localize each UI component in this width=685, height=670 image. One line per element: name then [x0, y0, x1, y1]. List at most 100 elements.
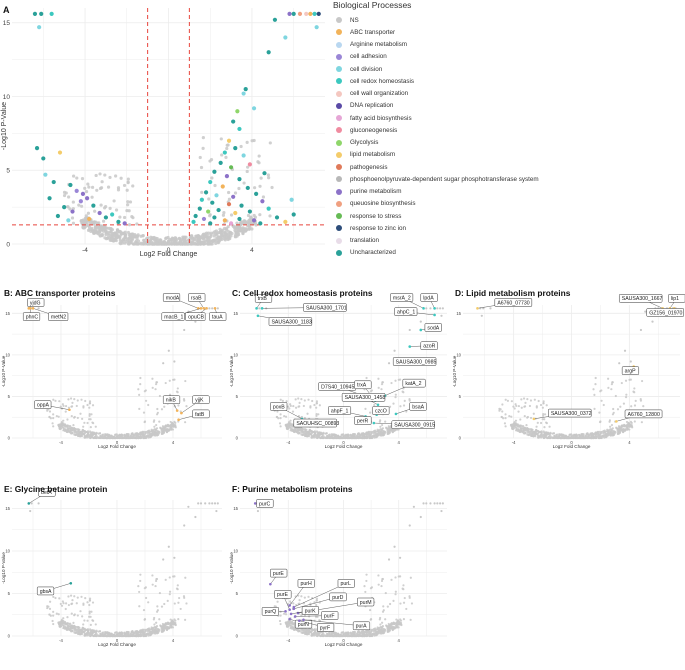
- ns-point: [64, 623, 67, 626]
- ns-point: [542, 430, 545, 433]
- ns-point: [120, 433, 124, 437]
- ns-point: [504, 398, 507, 401]
- ns-point: [68, 627, 71, 631]
- data-point: [175, 409, 179, 412]
- ns-point: [52, 416, 55, 420]
- ns-point: [137, 585, 140, 588]
- ns-point: [557, 436, 560, 440]
- ns-point: [625, 420, 629, 424]
- ns-point: [88, 413, 91, 416]
- ns-point: [512, 424, 515, 428]
- ns-point: [419, 320, 422, 323]
- ns-point: [372, 432, 375, 435]
- ns-point: [128, 436, 131, 440]
- ns-point: [537, 399, 540, 403]
- ns-point: [156, 605, 159, 608]
- ns-point: [382, 433, 386, 437]
- ns-point: [315, 402, 318, 405]
- ns-point: [176, 584, 179, 587]
- ns-point: [237, 186, 241, 191]
- ns-point: [98, 172, 102, 176]
- ns-point: [318, 404, 321, 407]
- ns-point: [168, 239, 173, 243]
- ns-point: [551, 436, 554, 439]
- ns-point: [513, 425, 517, 428]
- data-point: [85, 196, 90, 201]
- ns-point: [124, 436, 127, 440]
- ns-point: [140, 630, 143, 633]
- ns-point: [136, 239, 141, 243]
- ns-point: [514, 419, 518, 422]
- ns-point: [66, 425, 69, 428]
- ns-point: [379, 425, 382, 428]
- ns-point: [90, 413, 93, 416]
- point-label: trxA: [357, 383, 367, 389]
- ns-point: [223, 238, 227, 242]
- x-axis-label: Log2 Fold Change: [98, 642, 136, 647]
- ns-point: [542, 414, 545, 417]
- point-label: A6760_07730: [497, 300, 529, 306]
- ns-point: [71, 401, 74, 404]
- ns-point: [73, 631, 76, 634]
- data-point: [287, 11, 292, 16]
- ns-point: [386, 429, 389, 432]
- ns-point: [171, 621, 174, 625]
- ns-point: [64, 404, 68, 408]
- ns-point: [168, 593, 171, 596]
- ns-point: [89, 430, 92, 433]
- ns-point: [222, 211, 226, 215]
- ns-point: [113, 436, 116, 439]
- ns-point: [157, 431, 160, 434]
- ns-point: [215, 509, 218, 513]
- ns-point: [160, 408, 164, 411]
- ns-point: [105, 631, 108, 634]
- ns-point: [392, 402, 395, 405]
- ns-point: [208, 502, 211, 505]
- ns-point: [613, 431, 616, 434]
- data-point: [70, 209, 75, 214]
- ns-point: [59, 622, 62, 625]
- chart-title: C: Cell redox homeostasis proteins: [232, 288, 373, 298]
- ns-point: [299, 428, 303, 431]
- ns-point: [345, 631, 348, 635]
- ns-point: [154, 242, 158, 246]
- ns-point: [311, 399, 314, 403]
- ns-point: [142, 634, 145, 637]
- data-point: [231, 194, 236, 199]
- ns-point: [244, 228, 249, 232]
- point-label: ahpF_1: [331, 408, 349, 414]
- data-point: [372, 421, 376, 425]
- ns-point: [408, 398, 411, 401]
- ns-point: [387, 362, 391, 365]
- point-label: czcO: [375, 408, 387, 414]
- ns-point: [583, 436, 586, 440]
- ns-point: [373, 430, 376, 433]
- ns-point: [154, 383, 158, 386]
- ns-point: [534, 433, 537, 436]
- data-point: [266, 50, 271, 55]
- ns-point: [509, 423, 513, 426]
- ns-point: [300, 415, 304, 419]
- data-point: [47, 196, 52, 201]
- ns-point: [640, 421, 643, 424]
- ns-point: [639, 328, 643, 332]
- ns-point: [312, 434, 315, 437]
- ns-point: [266, 173, 270, 177]
- ns-point: [377, 377, 380, 380]
- data-point: [433, 307, 436, 310]
- ns-point: [168, 428, 171, 432]
- ns-point: [289, 429, 292, 432]
- ns-point: [542, 402, 545, 405]
- ns-point: [313, 403, 316, 407]
- ns-point: [144, 596, 148, 600]
- ns-point: [369, 411, 372, 414]
- ns-point: [52, 622, 55, 626]
- ns-point: [176, 242, 180, 246]
- ns-point: [201, 242, 206, 246]
- ns-point: [61, 623, 64, 626]
- ns-point: [168, 626, 171, 629]
- ns-point: [245, 169, 249, 174]
- data-point: [262, 171, 267, 176]
- ns-point: [167, 242, 172, 246]
